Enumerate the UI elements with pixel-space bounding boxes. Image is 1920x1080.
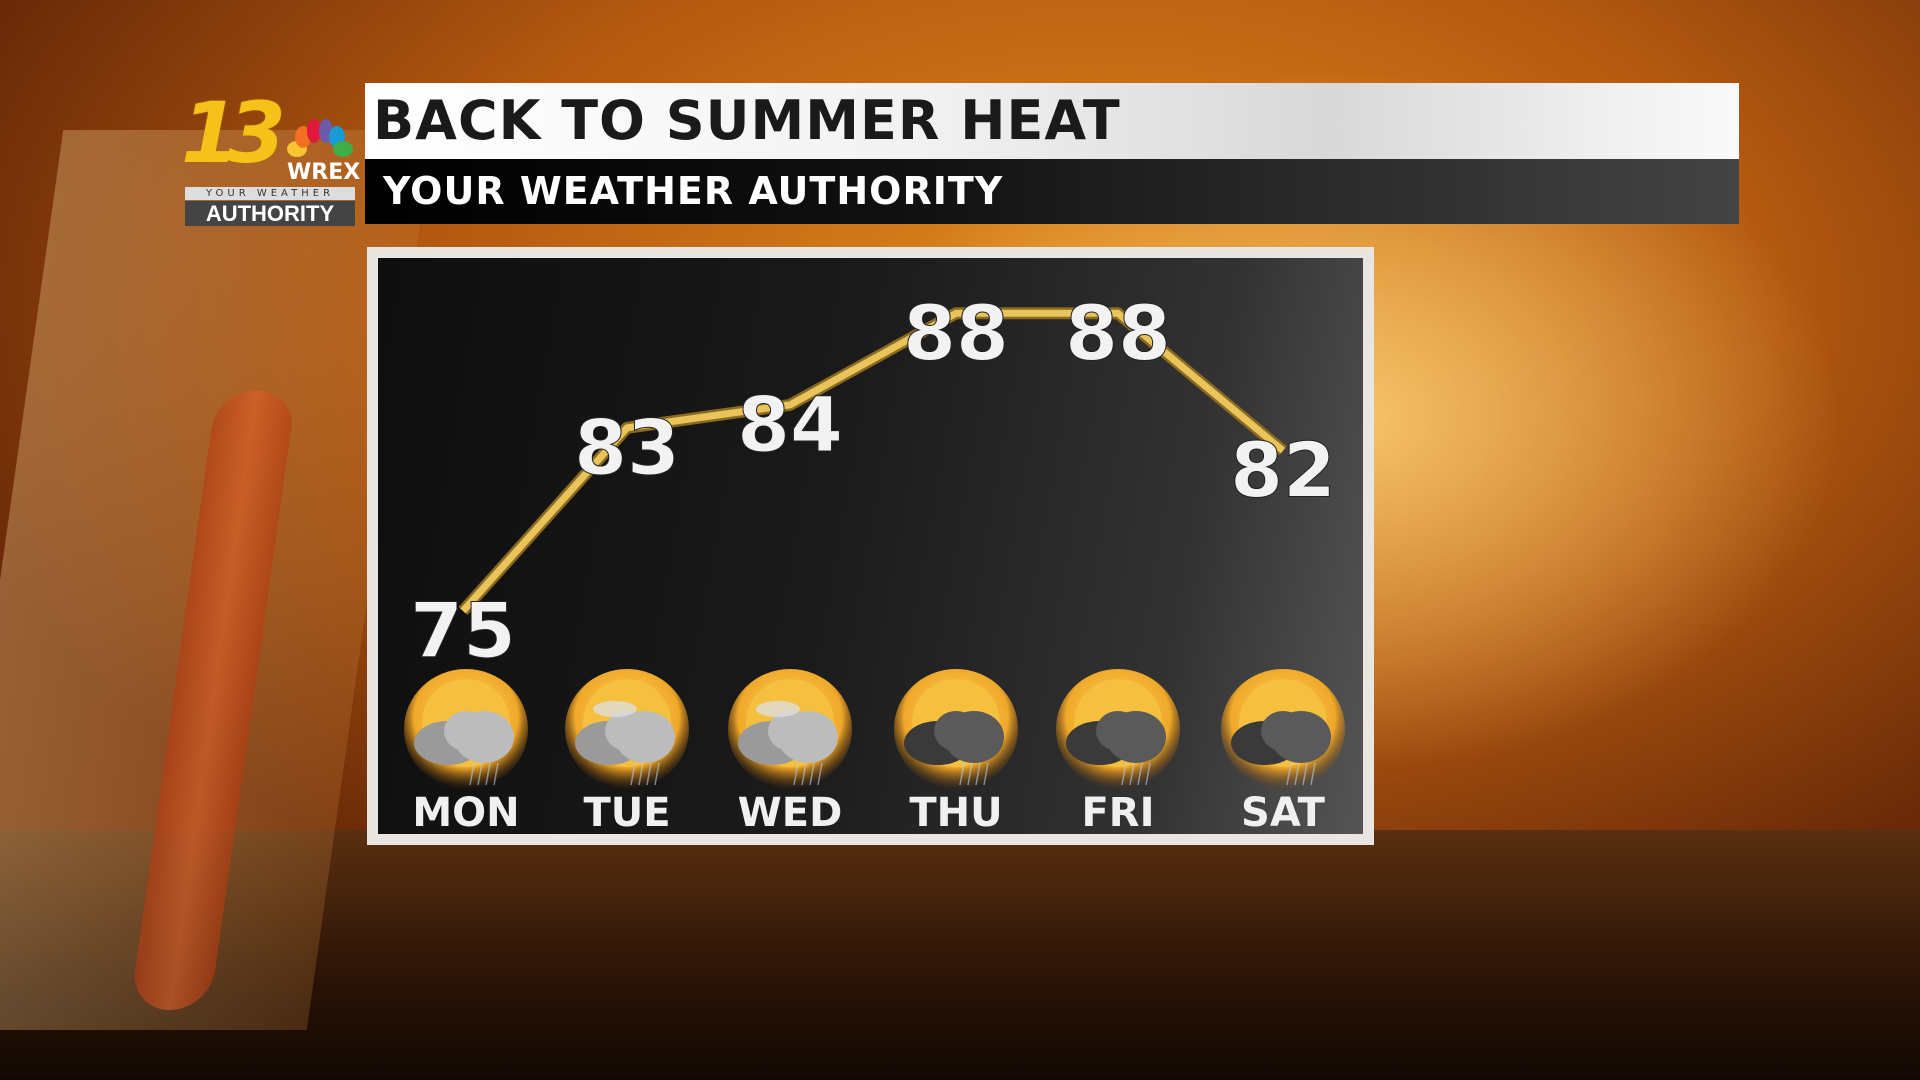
station-logo: 13 WREX YOUR WEATHER AUTHORITY	[181, 83, 360, 228]
temperature-chart: 75 MON 83 TUE 84 WED 88 THU 88 FRI 82 SAT	[404, 288, 1345, 834]
temperature-label: 88	[903, 288, 1009, 377]
temperature-label: 83	[574, 403, 680, 492]
day-label-sat: SAT	[1241, 790, 1326, 834]
logo-station: WREX	[287, 160, 361, 185]
sun-thunderstorm-icon	[1056, 669, 1180, 789]
day-label-fri: FRI	[1081, 790, 1154, 834]
subtitle-bar: YOUR WEATHER AUTHORITY	[365, 159, 1739, 224]
page-subtitle: YOUR WEATHER AUTHORITY	[383, 169, 1004, 213]
temperature-label: 88	[1065, 288, 1171, 377]
sun-cloud-rain-icon	[404, 669, 528, 789]
temperature-label: 84	[737, 380, 843, 469]
day-label-thu: THU	[909, 790, 1002, 834]
temperature-label: 82	[1230, 426, 1336, 515]
temperature-line	[460, 309, 1286, 614]
logo-authority: AUTHORITY	[185, 201, 355, 226]
day-label-tue: TUE	[583, 790, 670, 834]
sun-thunderstorm-icon	[894, 669, 1018, 789]
sun-cloud-wind-icon	[728, 669, 852, 789]
day-label-wed: WED	[738, 790, 843, 834]
temperature-label: 75	[410, 586, 516, 675]
thermometer-tube	[129, 390, 297, 1010]
forecast-panel: 75 MON 83 TUE 84 WED 88 THU 88 FRI 82 SAT	[367, 247, 1374, 845]
logo-channel: 13	[181, 84, 286, 182]
title-bar: BACK TO SUMMER HEAT	[365, 83, 1739, 159]
sun-thunderstorm-icon	[1221, 669, 1345, 789]
forecast-chart-area: 75 MON 83 TUE 84 WED 88 THU 88 FRI 82 SAT	[378, 258, 1363, 834]
page-title: BACK TO SUMMER HEAT	[373, 89, 1121, 152]
logo-tagline: YOUR WEATHER	[185, 187, 355, 200]
day-label-mon: MON	[412, 790, 519, 834]
peacock-icon	[287, 119, 353, 157]
background-ground	[0, 830, 1920, 1080]
sun-cloud-wind-icon	[565, 669, 689, 789]
